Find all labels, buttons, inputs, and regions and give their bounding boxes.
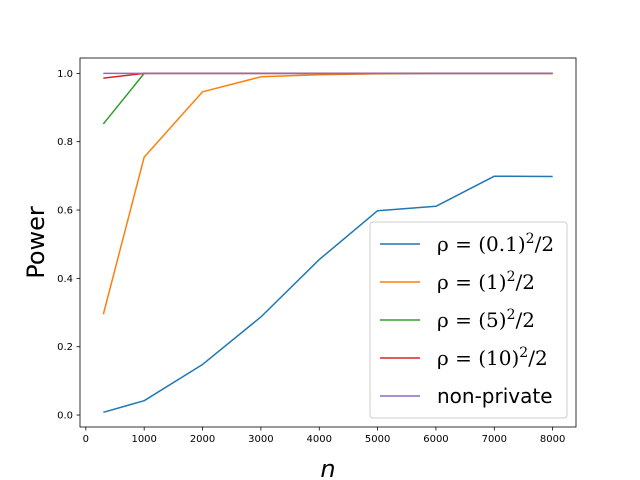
y-axis-title: Power <box>22 206 50 279</box>
y-tick-label: 1.0 <box>57 69 73 80</box>
x-tick-label: 6000 <box>423 434 448 445</box>
x-tick-label: 7000 <box>482 434 507 445</box>
y-axis: 0.0 0.2 0.4 0.6 0.8 1.0 <box>57 69 80 422</box>
legend: ρ = (0.1)2/2 ρ = (1)2/2 ρ = (5)2/2 ρ = (10)… <box>369 221 568 419</box>
x-tick-label: 4000 <box>307 434 332 445</box>
x-tick-label: 2000 <box>190 434 215 445</box>
x-tick-label: 1000 <box>131 434 156 445</box>
legend-label-3: ρ = (10)2/2 <box>437 345 548 370</box>
x-tick-label: 3000 <box>248 434 273 445</box>
legend-box <box>369 221 568 419</box>
x-tick-label: 8000 <box>540 434 565 445</box>
legend-label-2: ρ = (5)2/2 <box>437 307 535 332</box>
series-line-2 <box>102 72 553 125</box>
legend-label-0: ρ = (0.1)2/2 <box>437 231 554 256</box>
y-tick-label: 0.4 <box>57 274 73 285</box>
x-axis-title: n <box>320 455 335 480</box>
x-axis: 0 1000 2000 3000 4000 5000 6000 7000 8000 <box>83 427 565 445</box>
y-tick-label: 0.6 <box>57 206 73 217</box>
plot-lines <box>102 72 553 414</box>
series-line-0 <box>103 175 553 414</box>
x-tick-label: 0 <box>83 434 89 445</box>
y-tick-label: 0.8 <box>57 137 73 148</box>
y-tick-label: 0.0 <box>57 411 73 422</box>
legend-label-1: ρ = (1)2/2 <box>437 269 535 294</box>
y-tick-label: 0.2 <box>57 342 73 353</box>
legend-label-4: non-private <box>437 384 553 408</box>
x-tick-label: 5000 <box>365 434 390 445</box>
plot-frame <box>79 57 577 428</box>
